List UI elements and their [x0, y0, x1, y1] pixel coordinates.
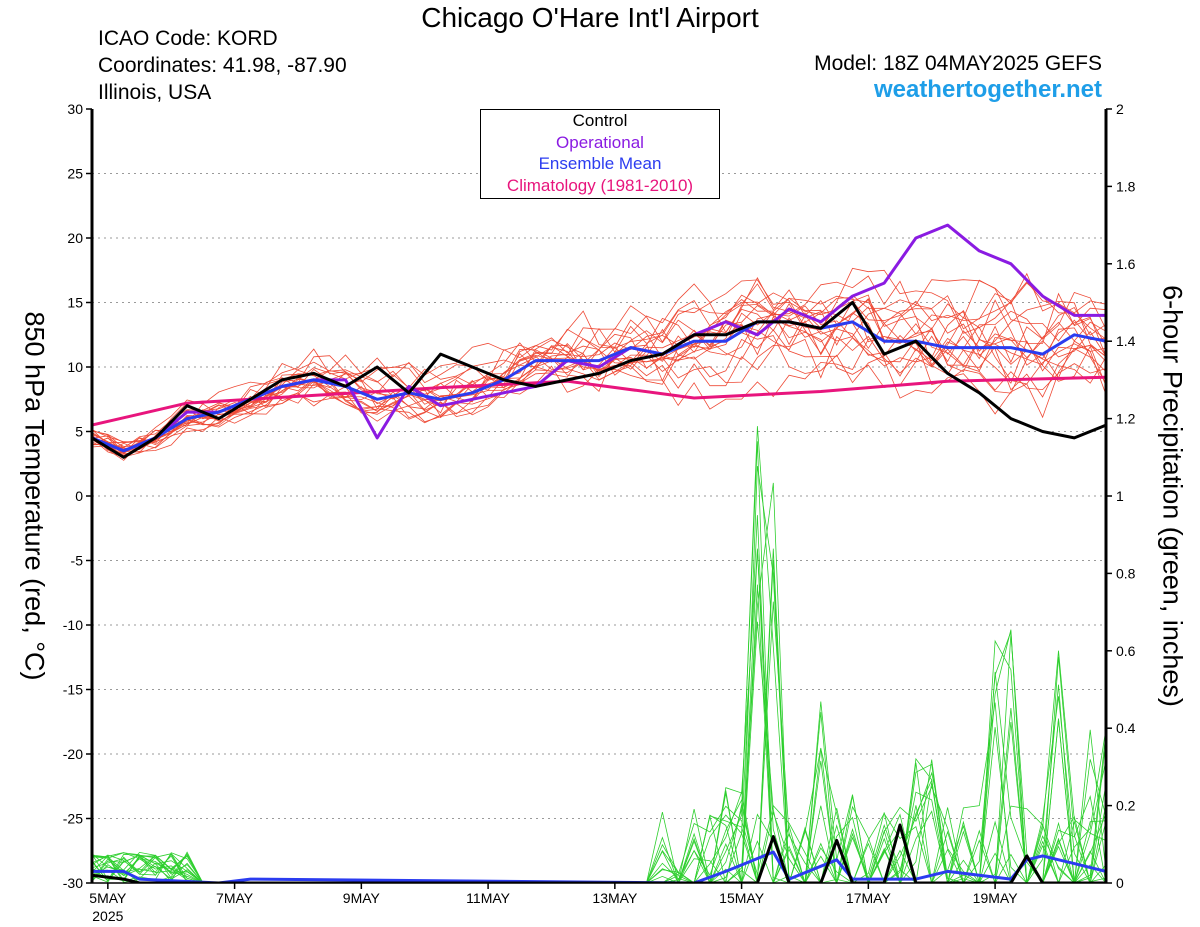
member-precip-line	[92, 482, 1106, 883]
member-precip-line	[92, 721, 1106, 883]
y-tick-label-left: 10	[67, 359, 83, 375]
member-temp-line	[92, 267, 1106, 451]
x-tick-label: 5MAY	[89, 890, 127, 906]
member-precip-line	[92, 621, 1106, 883]
y-tick-label-left: 5	[75, 424, 83, 440]
y-tick-label-left: 15	[67, 295, 83, 311]
member-precip-line	[92, 738, 1106, 883]
member-precip-line	[92, 441, 1106, 883]
member-precip-line	[92, 515, 1106, 883]
legend-item-operational: Operational	[556, 132, 644, 152]
legend: Control Operational Ensemble Mean Climat…	[480, 109, 720, 199]
member-temp-line	[92, 295, 1106, 455]
member-precip-line	[92, 633, 1106, 883]
control-precip-line	[92, 823, 1106, 883]
ensemble-mean-temp-line	[92, 320, 1106, 453]
y-tick-label-left: -15	[63, 682, 83, 698]
y-tick-label-right: 1.2	[1116, 411, 1136, 427]
member-temp-line	[92, 327, 1106, 447]
y-tick-label-right: 0.6	[1116, 643, 1136, 659]
coordinates: Coordinates: 41.98, -87.90	[98, 54, 347, 77]
model-run: Model: 18Z 04MAY2025 GEFS	[814, 52, 1102, 75]
y-tick-label-left: 0	[75, 488, 83, 504]
member-temp-line	[92, 335, 1106, 443]
member-precip-line	[92, 782, 1106, 883]
y-tick-label-right: 1.8	[1116, 178, 1136, 194]
x-tick-label: 13MAY	[592, 890, 638, 906]
y-tick-label-right: 1	[1116, 488, 1124, 504]
chart-title: Chicago O'Hare Int'l Airport	[421, 2, 759, 33]
ensemble-mean-precip-line	[92, 850, 1106, 883]
x-tick-label: 15MAY	[719, 890, 765, 906]
y-tick-label-left: 25	[67, 166, 83, 182]
legend-item-mean: Ensemble Mean	[538, 154, 662, 173]
member-precip-line	[92, 548, 1106, 883]
member-precip-line	[92, 549, 1106, 883]
y-tick-label-left: 30	[67, 101, 83, 117]
x-tick-label: 19MAY	[973, 890, 1019, 906]
y-tick-label-left: -20	[63, 746, 83, 762]
legend-item-control: Control	[572, 111, 628, 130]
member-temp-line	[92, 300, 1106, 443]
y-tick-label-right: 1.4	[1116, 333, 1136, 349]
icao-code: ICAO Code: KORD	[98, 27, 278, 50]
region: Illinois, USA	[98, 81, 212, 104]
member-precip-line	[92, 601, 1106, 883]
x-tick-year: 2025	[92, 908, 123, 924]
ensemble-members	[92, 267, 1106, 883]
member-temp-line	[92, 292, 1106, 453]
y-tick-label-left: -5	[71, 553, 84, 569]
legend-item-climatology: Climatology (1981-2010)	[506, 175, 694, 195]
member-temp-line	[92, 272, 1106, 454]
y-tick-label-right: 0.8	[1116, 565, 1136, 581]
y-tick-label-left: -25	[63, 811, 83, 827]
y-tick-label-right: 2	[1116, 101, 1124, 117]
member-temp-line	[92, 275, 1106, 449]
y-tick-label-right: 0	[1116, 875, 1124, 891]
y-tick-label-left: -30	[63, 875, 83, 891]
member-temp-line	[92, 281, 1106, 456]
member-precip-line	[92, 548, 1106, 883]
x-tick-label: 11MAY	[466, 890, 510, 906]
member-temp-line	[92, 319, 1106, 448]
member-precip-line	[92, 426, 1106, 883]
member-precip-line	[92, 560, 1106, 883]
control-temp-line	[92, 301, 1106, 459]
site-link[interactable]: weathertogether.net	[873, 76, 1102, 103]
member-precip-line	[92, 465, 1106, 883]
y-tick-label-left: -10	[63, 617, 83, 633]
x-tick-label: 7MAY	[216, 890, 254, 906]
x-tick-label: 9MAY	[343, 890, 381, 906]
y-tick-label-right: 0.2	[1116, 798, 1136, 814]
y-tick-label-left: 20	[67, 230, 83, 246]
y-tick-label-right: 1.6	[1116, 256, 1136, 272]
operational-temp-line	[92, 223, 1106, 453]
y-tick-label-right: 0.4	[1116, 720, 1136, 736]
x-tick-label: 17MAY	[846, 890, 892, 906]
